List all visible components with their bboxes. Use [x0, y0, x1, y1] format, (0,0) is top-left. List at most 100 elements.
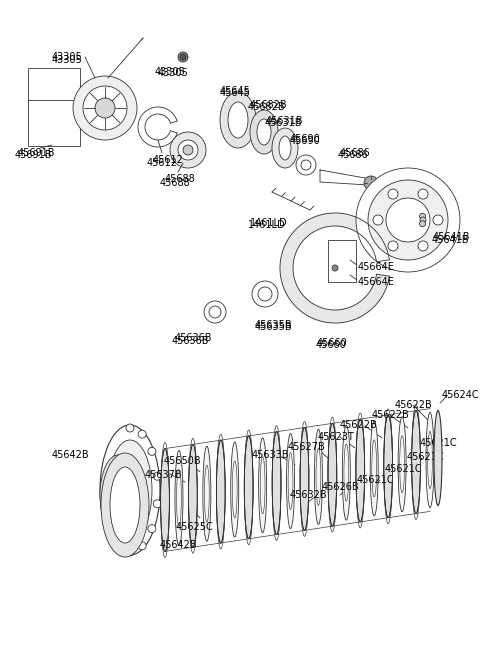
Circle shape — [388, 189, 398, 199]
Ellipse shape — [272, 128, 298, 168]
Text: 45686: 45686 — [338, 150, 369, 160]
Circle shape — [368, 180, 448, 260]
Circle shape — [148, 447, 156, 455]
Ellipse shape — [110, 467, 140, 543]
Ellipse shape — [175, 451, 183, 546]
Ellipse shape — [257, 119, 271, 145]
Circle shape — [178, 52, 188, 62]
Ellipse shape — [279, 136, 291, 160]
Text: 1461LD: 1461LD — [250, 218, 288, 228]
Circle shape — [420, 214, 426, 219]
Text: 45633B: 45633B — [252, 450, 289, 460]
Ellipse shape — [287, 434, 295, 529]
Text: 45612: 45612 — [153, 155, 184, 165]
Text: 45621C: 45621C — [407, 452, 444, 462]
Text: 45642B: 45642B — [52, 450, 90, 460]
Ellipse shape — [231, 442, 239, 537]
Circle shape — [301, 160, 311, 170]
Text: 45682B: 45682B — [250, 100, 288, 110]
Circle shape — [356, 168, 460, 272]
Text: 45625C: 45625C — [176, 522, 214, 532]
Ellipse shape — [108, 467, 128, 523]
Ellipse shape — [189, 444, 197, 547]
Circle shape — [388, 241, 398, 251]
Circle shape — [433, 215, 443, 225]
Circle shape — [209, 306, 221, 318]
Text: 45660: 45660 — [316, 340, 347, 350]
Circle shape — [148, 525, 156, 533]
Text: 43305: 43305 — [158, 68, 189, 78]
Text: 45645: 45645 — [220, 88, 251, 98]
Text: 45686: 45686 — [340, 148, 371, 158]
Circle shape — [126, 424, 134, 432]
Circle shape — [418, 241, 428, 251]
Text: 45682B: 45682B — [248, 102, 286, 112]
Circle shape — [126, 548, 134, 556]
Circle shape — [95, 98, 115, 118]
Text: 45623T: 45623T — [318, 432, 355, 442]
Ellipse shape — [356, 419, 365, 522]
Ellipse shape — [300, 428, 309, 531]
Text: 45645: 45645 — [220, 86, 251, 96]
Ellipse shape — [220, 92, 256, 148]
Ellipse shape — [272, 432, 281, 534]
Text: 45622B: 45622B — [340, 420, 378, 430]
Circle shape — [183, 145, 193, 155]
Text: 45690: 45690 — [290, 134, 321, 144]
Text: 45641B: 45641B — [432, 235, 469, 245]
Ellipse shape — [434, 411, 442, 506]
Circle shape — [73, 76, 137, 140]
Ellipse shape — [100, 425, 160, 555]
Text: 45626B: 45626B — [322, 482, 360, 492]
Ellipse shape — [250, 110, 278, 154]
Text: 45636B: 45636B — [175, 333, 213, 343]
Ellipse shape — [426, 413, 434, 508]
Text: 45635B: 45635B — [255, 322, 293, 332]
Text: 45635B: 45635B — [255, 320, 293, 330]
Ellipse shape — [384, 415, 393, 517]
Text: 45622B: 45622B — [395, 400, 433, 410]
Circle shape — [153, 500, 161, 508]
Text: 45650B: 45650B — [164, 456, 202, 466]
Text: 45624C: 45624C — [442, 390, 480, 400]
Text: 45688: 45688 — [160, 178, 191, 188]
Circle shape — [170, 132, 206, 168]
Circle shape — [138, 542, 146, 550]
Text: 45641B: 45641B — [433, 232, 470, 242]
Text: 45627B: 45627B — [288, 442, 326, 452]
Bar — [28, 68, 80, 146]
Circle shape — [373, 215, 383, 225]
Text: 43305: 43305 — [52, 52, 83, 62]
Ellipse shape — [328, 423, 337, 526]
Ellipse shape — [101, 453, 149, 557]
Ellipse shape — [161, 449, 169, 552]
Ellipse shape — [342, 425, 350, 520]
Ellipse shape — [314, 429, 323, 525]
Text: 45664E: 45664E — [358, 277, 395, 287]
Text: 45612: 45612 — [147, 158, 178, 168]
Ellipse shape — [203, 446, 211, 541]
Text: 1461LD: 1461LD — [248, 220, 286, 230]
Text: 43305: 43305 — [52, 55, 83, 65]
Circle shape — [153, 472, 161, 480]
Text: 45631B: 45631B — [266, 116, 303, 126]
Text: 45642B: 45642B — [160, 540, 198, 550]
Ellipse shape — [216, 440, 225, 543]
Text: 45621C: 45621C — [385, 464, 422, 474]
Bar — [328, 240, 356, 282]
Text: 45664E: 45664E — [358, 262, 395, 272]
Circle shape — [83, 86, 127, 130]
Polygon shape — [280, 213, 389, 323]
Circle shape — [386, 198, 430, 242]
Text: 45637B: 45637B — [145, 470, 182, 480]
Text: 45691B: 45691B — [18, 148, 56, 158]
Circle shape — [364, 176, 378, 190]
Ellipse shape — [412, 411, 420, 514]
Ellipse shape — [398, 417, 406, 512]
Ellipse shape — [108, 440, 152, 540]
Text: 43305: 43305 — [155, 67, 186, 77]
Text: 45622B: 45622B — [372, 410, 410, 420]
Ellipse shape — [370, 421, 378, 516]
Text: 45636B: 45636B — [172, 336, 209, 346]
Circle shape — [332, 265, 338, 271]
